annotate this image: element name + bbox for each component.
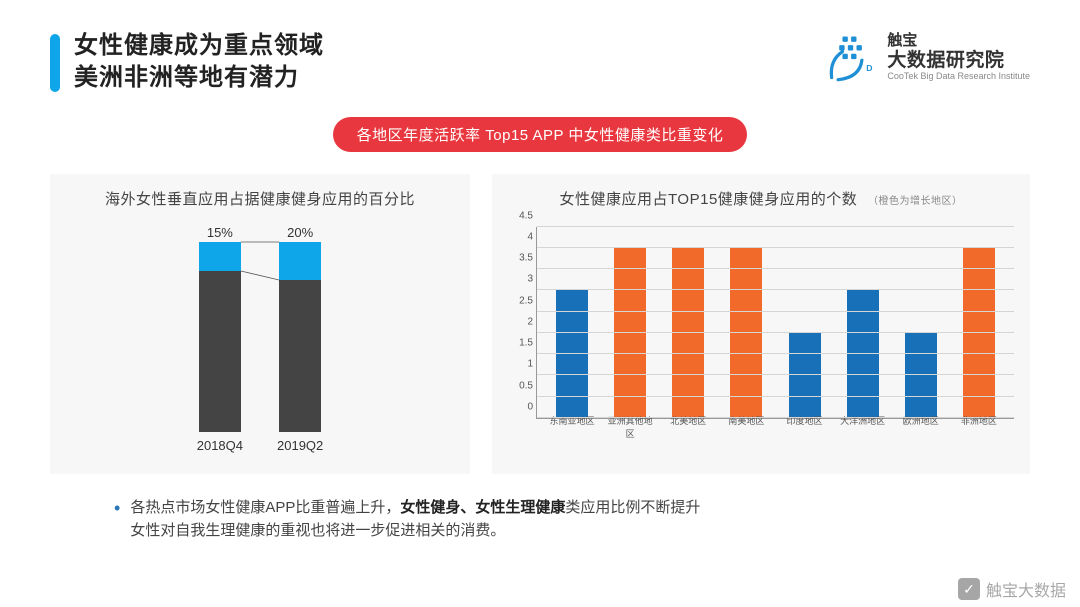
logo-text: 触宝 大数据研究院 CooTek Big Data Research Insti…: [887, 32, 1030, 81]
bar: [905, 333, 937, 418]
subtitle-pill: 各地区年度活跃率 Top15 APP 中女性健康类比重变化: [333, 117, 748, 152]
watermark-text: 触宝大数据: [986, 577, 1066, 601]
grid-line: [537, 226, 1014, 227]
bar: [789, 333, 821, 418]
right-panel-title: 女性健康应用占TOP15健康健身应用的个数 （橙色为增长地区）: [508, 188, 1014, 209]
title-block: 女性健康成为重点领域 美洲非洲等地有潜力: [50, 30, 324, 95]
bars-wrap: [537, 227, 1014, 418]
logo-cn-1: 触宝: [887, 32, 1030, 49]
stack-category-label: 2018Q4: [197, 438, 243, 453]
grid-line: [537, 247, 1014, 248]
pill-wrap: 各地区年度活跃率 Top15 APP 中女性健康类比重变化: [50, 117, 1030, 152]
grid-line: [537, 289, 1014, 290]
bullet-2: 女性对自我生理健康的重视也将进一步促进相关的消费。: [130, 522, 505, 539]
grid-line: [537, 417, 1014, 418]
logo-icon: D: [823, 30, 877, 84]
y-tick-label: 2: [511, 316, 533, 327]
left-panel-title: 海外女性垂直应用占据健康健身应用的百分比: [66, 188, 454, 209]
y-tick-label: 3.5: [511, 253, 533, 264]
plot-area: 东南亚地区亚洲其他地区北美地区南美地区印度地区大洋洲地区欧洲地区非洲地区 00.…: [536, 227, 1014, 419]
segment-top: [279, 242, 321, 280]
grid-line: [537, 268, 1014, 269]
y-tick-label: 3: [511, 274, 533, 285]
connector-lines: [66, 223, 454, 453]
right-bar-chart: 东南亚地区亚洲其他地区北美地区南美地区印度地区大洋洲地区欧洲地区非洲地区 00.…: [508, 227, 1014, 447]
accent-bar: [50, 34, 60, 92]
y-tick-label: 0.5: [511, 380, 533, 391]
segment-bottom: [279, 280, 321, 432]
grid-line: [537, 332, 1014, 333]
bullet-1a: 各热点市场女性健康APP比重普遍上升，: [130, 499, 400, 516]
right-title-main: 女性健康应用占TOP15健康健身应用的个数: [560, 191, 858, 208]
grid-line: [537, 396, 1014, 397]
svg-text:D: D: [867, 63, 873, 73]
stack-category-label: 2019Q2: [277, 438, 323, 453]
y-tick-label: 0: [511, 401, 533, 412]
y-tick-label: 1: [511, 359, 533, 370]
right-panel: 女性健康应用占TOP15健康健身应用的个数 （橙色为增长地区） 东南亚地区亚洲其…: [492, 174, 1030, 474]
bullet-dot-icon: •: [114, 496, 120, 543]
y-tick-label: 1.5: [511, 338, 533, 349]
y-tick-label: 4: [511, 232, 533, 243]
title-line-2: 美洲非洲等地有潜力: [74, 62, 324, 94]
y-tick-label: 2.5: [511, 295, 533, 306]
segment-top: [199, 242, 241, 271]
bullet-row: • 各热点市场女性健康APP比重普遍上升，女性健身、女性生理健康类应用比例不断提…: [114, 496, 1030, 543]
left-stacked-chart: 15% 2018Q4 20% 2019Q2: [66, 223, 454, 453]
segment-bottom: [199, 271, 241, 432]
bullets: • 各热点市场女性健康APP比重普遍上升，女性健身、女性生理健康类应用比例不断提…: [50, 496, 1030, 543]
grid-line: [537, 311, 1014, 312]
logo-cn-2: 大数据研究院: [887, 50, 1030, 72]
slide: 女性健康成为重点领域 美洲非洲等地有潜力 D 触宝: [0, 0, 1080, 607]
bullet-text: 各热点市场女性健康APP比重普遍上升，女性健身、女性生理健康类应用比例不断提升 …: [130, 496, 700, 543]
stack-col: 15% 2018Q4: [197, 225, 243, 453]
left-panel: 海外女性垂直应用占据健康健身应用的百分比 15% 2018Q4 20% 2019Q2: [50, 174, 470, 474]
bullet-1b: 女性健身、女性生理健康: [400, 499, 565, 516]
grid-line: [537, 353, 1014, 354]
watermark: ✓ 触宝大数据: [958, 577, 1066, 601]
stack-bar: [279, 242, 321, 432]
charts-row: 海外女性垂直应用占据健康健身应用的百分比 15%2018Q420%2019Q2 …: [50, 174, 1030, 474]
grid-line: [537, 374, 1014, 375]
titles: 女性健康成为重点领域 美洲非洲等地有潜力: [74, 30, 324, 95]
right-title-note: （橙色为增长地区）: [868, 196, 963, 207]
wechat-icon: ✓: [958, 578, 980, 600]
y-tick-label: 4.5: [511, 210, 533, 221]
logo: D 触宝 大数据研究院 CooTek Big Data Research Ins…: [823, 30, 1030, 84]
header: 女性健康成为重点领域 美洲非洲等地有潜力 D 触宝: [50, 30, 1030, 95]
stack-bar: [199, 242, 241, 432]
stack-col: 20% 2019Q2: [277, 225, 323, 453]
title-line-1: 女性健康成为重点领域: [74, 30, 324, 62]
bullet-1c: 类应用比例不断提升: [565, 499, 700, 516]
stack-top-label: 20%: [287, 225, 313, 240]
stack-top-label: 15%: [207, 225, 233, 240]
logo-en: CooTek Big Data Research Institute: [887, 71, 1030, 81]
